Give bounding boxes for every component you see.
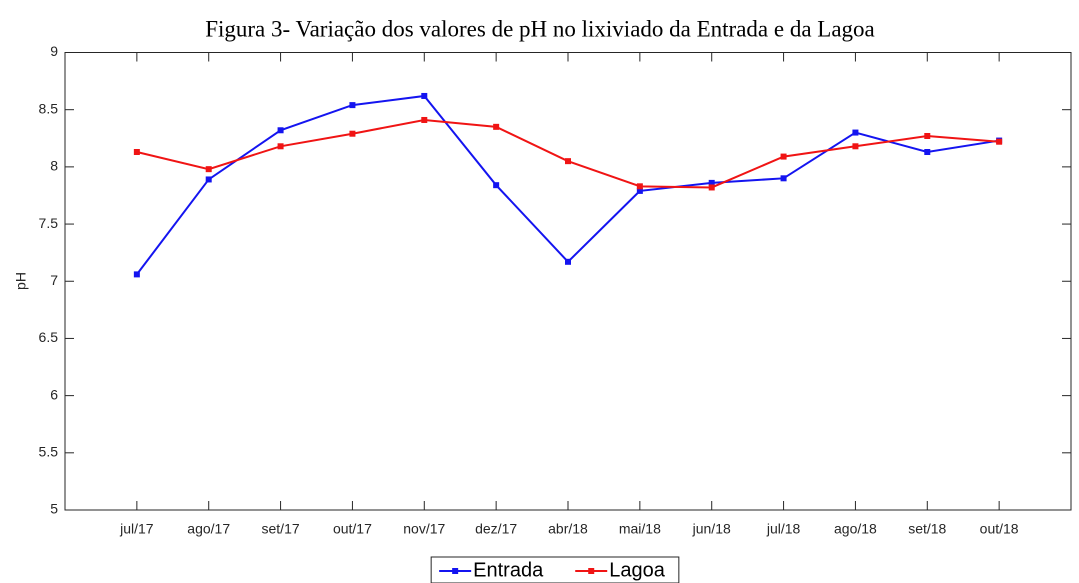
- point: [565, 258, 571, 265]
- point: [924, 149, 931, 156]
- point: [708, 184, 715, 191]
- legend-item: Entrada: [439, 559, 544, 581]
- y-tick-label: 7.5: [39, 215, 59, 231]
- point: [421, 92, 428, 99]
- legend-label: Lagoa: [609, 559, 665, 581]
- point: [349, 130, 356, 137]
- point: [205, 166, 212, 173]
- point: [780, 153, 787, 160]
- x-tick-label: abr/18: [548, 521, 588, 537]
- point: [996, 138, 1003, 145]
- series-line: [136, 118, 1000, 189]
- y-tick-label: 6.5: [39, 329, 59, 345]
- x-tick-label: jul/17: [119, 521, 154, 537]
- point: [708, 179, 715, 186]
- y-tick-label: 5.5: [39, 444, 59, 460]
- x-tick-label: jul/18: [766, 521, 801, 537]
- legend-box: [430, 556, 680, 583]
- axes-box: [64, 52, 1072, 511]
- point: [565, 158, 571, 165]
- y-tick-label: 5: [50, 501, 58, 517]
- point: [277, 143, 284, 150]
- legend: Entrada Lagoa: [430, 556, 680, 583]
- point: [205, 176, 212, 183]
- x-tick-label: set/17: [262, 521, 300, 537]
- x-tick-label: nov/17: [403, 521, 445, 537]
- point: [852, 129, 859, 136]
- point: [636, 187, 643, 194]
- point: [277, 127, 284, 134]
- point: [852, 143, 859, 150]
- legend-label: Entrada: [473, 559, 544, 581]
- point: [493, 123, 500, 130]
- x-tick-label: jun/18: [692, 521, 731, 537]
- y-tick-label: 8.5: [39, 100, 59, 116]
- y-tick-label: 7: [50, 272, 58, 288]
- point: [780, 175, 787, 182]
- x-tick-label: out/18: [980, 521, 1019, 537]
- x-tick-label: dez/17: [475, 521, 517, 537]
- chart-title: Figura 3- Variação dos valores de pH no …: [205, 16, 875, 41]
- legend-item: Lagoa: [575, 559, 666, 581]
- series-line: [136, 94, 1000, 275]
- point: [133, 271, 140, 278]
- x-tick-label: ago/17: [187, 521, 230, 537]
- point: [133, 149, 140, 156]
- point: [421, 116, 428, 123]
- x-tick-label: ago/18: [834, 521, 877, 537]
- point: [636, 183, 643, 190]
- point: [349, 102, 356, 109]
- x-tick-label: out/17: [333, 521, 372, 537]
- x-tick-label: set/18: [908, 521, 946, 537]
- legend-marker: [588, 568, 595, 574]
- legend-marker: [452, 568, 459, 574]
- y-axis-label: pH: [13, 272, 29, 290]
- y-tick-label: 9: [50, 43, 58, 59]
- y-tick-label: 6: [50, 386, 58, 402]
- y-tick-label: 8: [50, 158, 58, 174]
- point: [924, 132, 931, 139]
- point: [493, 182, 500, 189]
- x-tick-label: mai/18: [619, 521, 661, 537]
